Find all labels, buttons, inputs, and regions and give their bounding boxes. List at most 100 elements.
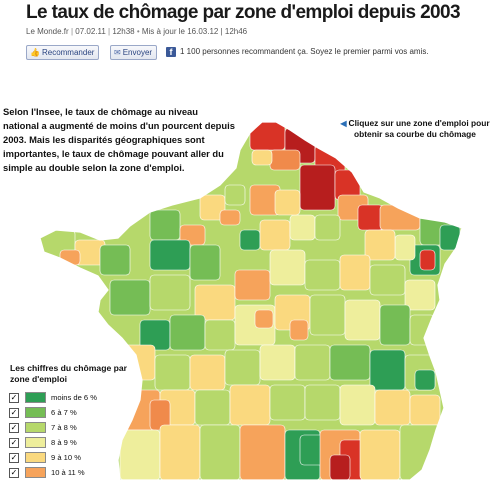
publish-time: 12h38 — [112, 27, 135, 36]
employment-zone[interactable] — [369, 264, 406, 296]
employment-zone[interactable] — [154, 354, 191, 391]
source: Le Monde.fr — [26, 27, 69, 36]
facebook-icon: f — [166, 47, 176, 57]
employment-zone[interactable] — [289, 319, 309, 341]
updated-date: Mis à jour le 16.03.12 | 12h46 — [141, 27, 248, 36]
legend-swatch — [25, 407, 46, 418]
employment-zone[interactable] — [339, 384, 376, 426]
employment-zone[interactable] — [194, 389, 231, 426]
employment-zone[interactable] — [374, 389, 411, 426]
employment-zone[interactable] — [239, 229, 261, 251]
employment-zone[interactable] — [269, 384, 306, 421]
page-title: Le taux de chômage par zone d'emploi dep… — [26, 2, 461, 23]
employment-zone[interactable] — [224, 349, 261, 386]
legend-swatch — [25, 437, 46, 448]
employment-zone[interactable] — [409, 394, 441, 426]
employment-zone[interactable] — [169, 314, 206, 351]
employment-zone[interactable] — [199, 424, 241, 480]
employment-zone[interactable] — [219, 209, 241, 226]
send-label: Envoyer — [122, 48, 153, 57]
employment-zone[interactable] — [274, 189, 301, 216]
thumbs-up-icon: 👍 — [30, 48, 40, 57]
click-hint: ◀ Cliquez sur une zone d'emploi pour obte… — [330, 118, 500, 140]
employment-zone[interactable] — [289, 214, 316, 241]
legend-item[interactable]: ✓ moins de 6 % — [9, 390, 97, 405]
employment-zone[interactable] — [234, 269, 271, 301]
legend-item[interactable]: ✓ 10 à 11 % — [9, 465, 97, 480]
employment-zone[interactable] — [344, 299, 381, 341]
employment-zone[interactable] — [251, 149, 273, 166]
legend-label: 8 à 9 % — [51, 438, 77, 447]
employment-zone[interactable] — [357, 204, 384, 231]
employment-zone[interactable] — [109, 279, 151, 316]
legend-label: 9 à 10 % — [51, 453, 81, 462]
employment-zone[interactable] — [339, 254, 371, 291]
employment-zone[interactable] — [369, 349, 406, 391]
recommend-label: Recommander — [41, 48, 95, 57]
employment-zone[interactable] — [259, 344, 296, 381]
legend-title: Les chiffres du chômage par zone d'emplo… — [10, 363, 128, 384]
employment-zone[interactable] — [189, 244, 221, 281]
legend-checkbox[interactable]: ✓ — [9, 452, 19, 463]
recommend-button[interactable]: 👍 Recommander — [26, 45, 100, 60]
click-hint-text: Cliquez sur une zone d'emploi pour obten… — [348, 118, 490, 139]
legend-item[interactable]: ✓ 6 à 7 % — [9, 405, 97, 420]
employment-zone[interactable] — [229, 384, 271, 426]
employment-zone[interactable] — [404, 279, 436, 311]
employment-zone[interactable] — [329, 344, 371, 381]
employment-zone[interactable] — [304, 259, 341, 291]
legend-checkbox[interactable]: ✓ — [9, 422, 19, 433]
employment-zone[interactable] — [309, 294, 346, 336]
legend-label: moins de 6 % — [51, 393, 98, 402]
legend-item[interactable]: ✓ 8 à 9 % — [9, 435, 97, 450]
send-button[interactable]: ✉ Envoyer — [110, 45, 158, 60]
employment-zone[interactable] — [224, 184, 246, 206]
employment-zone[interactable] — [269, 149, 301, 171]
publish-date: 07.02.11 — [75, 27, 106, 36]
envelope-icon: ✉ — [114, 48, 121, 57]
legend-checkbox[interactable]: ✓ — [9, 467, 19, 478]
legend-label: 7 à 8 % — [51, 423, 77, 432]
employment-zone[interactable] — [364, 229, 396, 261]
legend-swatch — [25, 452, 46, 463]
employment-zone[interactable] — [419, 249, 436, 271]
employment-zone[interactable] — [269, 249, 306, 286]
employment-zone[interactable] — [359, 429, 401, 480]
employment-zone[interactable] — [159, 424, 201, 480]
legend-label: 10 à 11 % — [51, 468, 85, 477]
employment-zone[interactable] — [314, 214, 341, 241]
legend-swatch — [25, 422, 46, 433]
separator: | — [70, 27, 76, 36]
employment-zone[interactable] — [189, 354, 226, 391]
legend-checkbox[interactable]: ✓ — [9, 407, 19, 418]
employment-zone[interactable] — [259, 219, 291, 251]
employment-zone[interactable] — [379, 304, 411, 346]
employment-zone[interactable] — [119, 429, 161, 480]
employment-zone[interactable] — [149, 239, 191, 271]
employment-zone[interactable] — [329, 454, 351, 480]
left-arrow-icon: ◀ — [340, 119, 347, 128]
legend-label: 6 à 7 % — [51, 408, 77, 417]
employment-zone[interactable] — [99, 244, 131, 276]
legend-item[interactable]: ✓ 9 à 10 % — [9, 450, 97, 465]
legend-checkbox[interactable]: ✓ — [9, 437, 19, 448]
map-border — [39, 121, 463, 480]
legend-item[interactable]: ✓ 7 à 8 % — [9, 420, 97, 435]
employment-zone[interactable] — [414, 369, 436, 391]
employment-zone[interactable] — [304, 384, 341, 421]
employment-zone[interactable] — [254, 309, 274, 329]
employment-zone[interactable] — [149, 274, 191, 311]
legend-swatch — [25, 392, 46, 403]
legend-checkbox[interactable]: ✓ — [9, 392, 19, 403]
employment-zone[interactable] — [239, 424, 286, 480]
employment-zone[interactable] — [394, 234, 416, 261]
employment-zone[interactable] — [199, 194, 226, 221]
employment-zone[interactable] — [149, 209, 181, 241]
facebook-recommend-text: 1 100 personnes recommandent ça. Soyez l… — [180, 47, 429, 56]
employment-zone[interactable] — [204, 319, 236, 351]
employment-zone[interactable] — [299, 164, 336, 211]
employment-zone[interactable] — [294, 344, 331, 381]
separator: | — [108, 27, 113, 36]
